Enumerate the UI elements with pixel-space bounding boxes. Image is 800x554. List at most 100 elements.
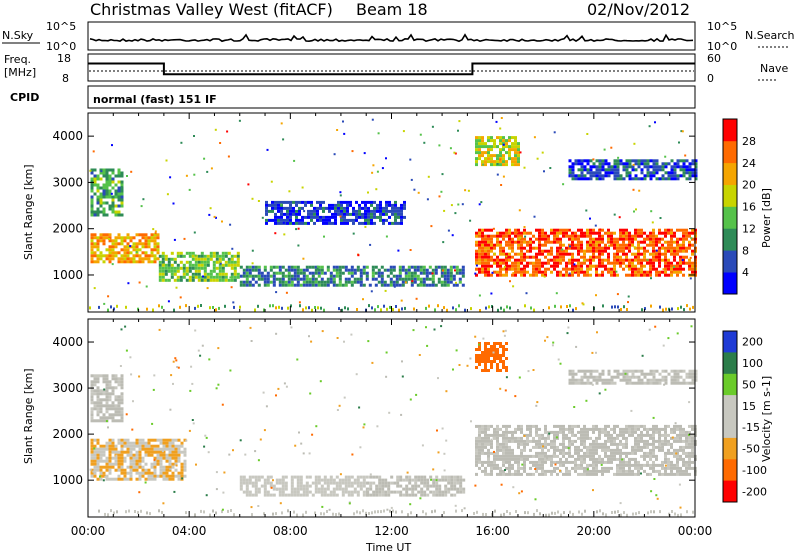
velocity-cell: [562, 472, 565, 476]
power-speckle: [295, 228, 298, 231]
velocity-cell: [290, 493, 294, 497]
velocity-cell: [625, 430, 628, 434]
power-cell: [520, 237, 523, 241]
velocity-cell: [502, 451, 505, 455]
velocity-cell: [508, 436, 511, 440]
velocity-cell: [153, 447, 157, 451]
power-cell: [440, 283, 444, 287]
power-cell: [592, 246, 595, 250]
power-cell: [511, 273, 514, 277]
velocity-cell: [571, 466, 574, 470]
power-cell: [490, 246, 493, 250]
power-cell: [688, 177, 692, 181]
velocity-cell: [685, 381, 689, 385]
power-clutter: [620, 308, 622, 311]
power-cell: [275, 265, 279, 269]
power-speckle: [478, 203, 481, 206]
velocity-cell: [622, 372, 626, 376]
power-cell: [102, 171, 106, 175]
velocity-cell: [335, 487, 339, 491]
power-cell: [652, 249, 655, 253]
velocity-cell: [643, 463, 646, 467]
velocity-cell: [496, 351, 499, 354]
power-cell: [514, 157, 517, 161]
power-clutter: [602, 304, 604, 308]
velocity-cell: [426, 481, 430, 485]
velocity-cell: [162, 465, 166, 469]
velocity-cell: [613, 451, 616, 455]
velocity-cell: [108, 468, 112, 472]
velocity-cell: [556, 448, 559, 452]
power-cell: [685, 234, 688, 238]
power-clutter: [533, 308, 535, 312]
power-cell: [637, 165, 641, 169]
power-cell: [153, 248, 157, 252]
power-cell: [325, 218, 328, 222]
power-cell: [484, 270, 487, 274]
velocity-cell: [541, 463, 544, 467]
power-cell: [352, 218, 355, 222]
velocity-cell: [586, 433, 589, 437]
velocity-cell: [417, 490, 421, 494]
velocity-cell: [353, 490, 357, 494]
power-cell: [499, 258, 502, 262]
velocity-cell: [272, 493, 276, 497]
power-clutter: [314, 306, 316, 309]
velocity-cell: [670, 436, 673, 440]
power-cell: [637, 270, 640, 274]
velocity-cell: [117, 377, 121, 381]
velocity-cell: [426, 484, 430, 488]
power-cell: [407, 268, 411, 272]
power-clutter: [389, 305, 391, 309]
power-cell: [535, 228, 538, 232]
power-cell: [379, 218, 382, 222]
velocity-cell: [631, 448, 634, 452]
power-cell: [156, 248, 160, 252]
power-cell: [520, 261, 523, 265]
velocity-cell: [114, 462, 118, 466]
power-cell: [397, 209, 400, 213]
velocity-cell: [691, 460, 694, 464]
power-cell: [224, 278, 228, 282]
power-cell: [379, 200, 382, 204]
power-cell: [292, 221, 295, 225]
velocity-cell: [108, 395, 112, 399]
velocity-cell: [99, 398, 103, 402]
power-cell: [314, 283, 318, 287]
power-speckle: [632, 163, 635, 166]
power-cell: [514, 163, 517, 167]
velocity-cell: [637, 442, 640, 446]
velocity-cell: [323, 478, 327, 482]
velocity-cell: [302, 484, 306, 488]
power-cell: [637, 243, 640, 247]
velocity-cell: [682, 457, 685, 461]
velocity-cell: [526, 436, 529, 440]
power-cell: [595, 171, 599, 175]
velocity-cell: [538, 436, 541, 440]
power-cell: [508, 145, 511, 149]
power-cell: [99, 168, 103, 172]
power-cell: [550, 258, 553, 262]
velocity-cell: [568, 448, 571, 452]
power-cell: [481, 264, 484, 268]
velocity-cell: [314, 484, 318, 488]
velocity-speckle: [412, 329, 415, 332]
power-cell: [266, 283, 270, 287]
power-cell: [682, 174, 686, 178]
power-cell: [274, 215, 277, 219]
velocity-cell: [619, 430, 622, 434]
power-cell: [511, 231, 514, 235]
power-speckle: [635, 208, 637, 211]
power-cell: [367, 200, 370, 204]
power-cell: [138, 254, 142, 258]
velocity-cell: [475, 439, 478, 443]
power-cell: [245, 265, 249, 269]
velocity-cell: [171, 441, 175, 445]
power-cell: [461, 271, 465, 275]
power-cell: [634, 237, 637, 241]
velocity-cell: [299, 478, 303, 482]
velocity-cell: [132, 447, 136, 451]
velocity-cell: [676, 424, 679, 428]
velocity-cell: [679, 448, 682, 452]
velocity-cell: [111, 389, 115, 393]
